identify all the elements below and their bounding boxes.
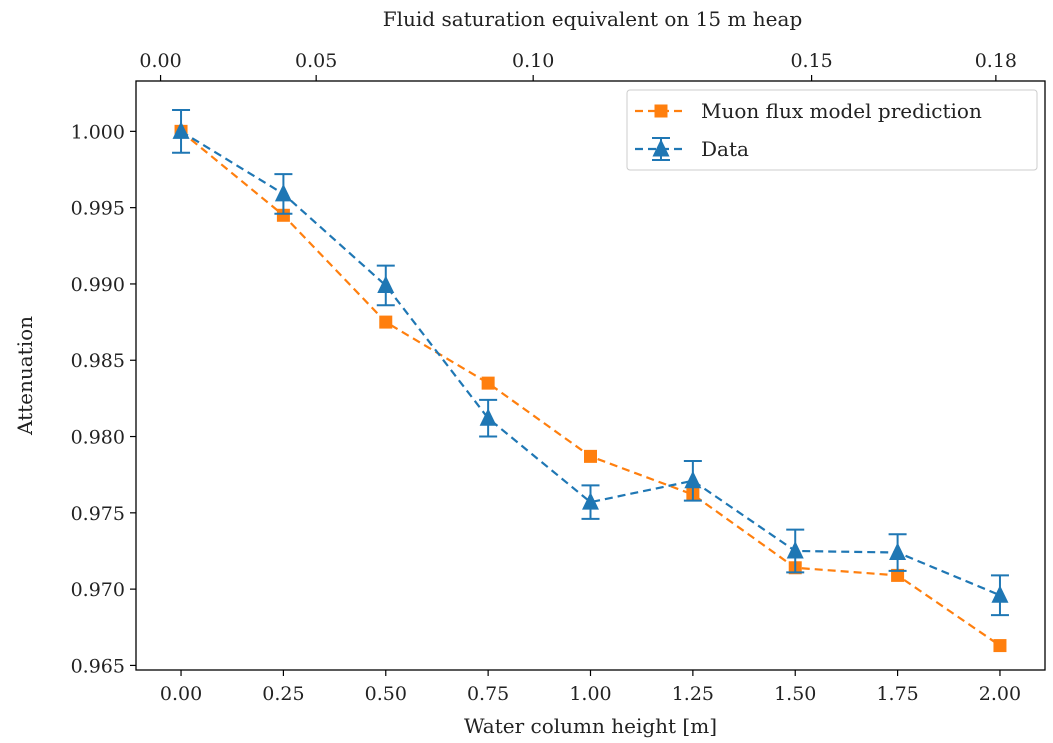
data-point xyxy=(582,492,599,510)
data-point xyxy=(584,449,597,463)
y-tick-label: 0.965 xyxy=(71,655,125,677)
data-point xyxy=(377,275,395,293)
legend-marker xyxy=(652,139,670,157)
data-point xyxy=(786,540,804,559)
x-tick-label: 0.75 xyxy=(467,683,509,705)
legend-label: Muon flux model prediction xyxy=(701,99,982,123)
y-axis-label: Attenuation xyxy=(13,316,37,436)
series-line xyxy=(180,130,1001,647)
series-line xyxy=(180,130,1001,597)
data-point xyxy=(889,542,907,561)
top-x-tick-label: 0.18 xyxy=(975,50,1017,72)
data-point xyxy=(891,568,905,582)
y-tick-label: 0.970 xyxy=(71,579,125,601)
y-tick-label: 0.990 xyxy=(71,274,125,296)
top-x-tick-label: 0.15 xyxy=(790,50,832,72)
series-data xyxy=(172,108,1009,617)
y-tick-label: 0.985 xyxy=(71,350,125,372)
data-point xyxy=(276,208,290,222)
series-model-prediction xyxy=(174,124,1007,653)
y-tick-label: 0.975 xyxy=(71,503,125,525)
x-tick-label: 1.50 xyxy=(774,683,816,705)
legend-entry: Data xyxy=(635,137,749,161)
x-tick-label: 1.75 xyxy=(876,683,918,705)
axes: 0.00 0.25 0.50 0.75 1.00 1.25 1.50 1.75 2.00 0.00… xyxy=(71,50,1022,705)
x-tick-label: 0.25 xyxy=(262,683,304,705)
data-point xyxy=(172,121,190,139)
x-axis-label: Water column height [m] xyxy=(464,714,717,738)
legend-marker xyxy=(654,104,668,118)
x-tick-label: 1.25 xyxy=(672,683,714,705)
legend-entry: Muon flux model prediction xyxy=(635,99,982,123)
x-tick-label: 2.00 xyxy=(979,683,1021,705)
top-x-axis-label: Fluid saturation equivalent on 15 m heap xyxy=(383,7,803,31)
data-point xyxy=(684,470,702,489)
top-x-tick-label: 0.00 xyxy=(139,50,181,72)
data-point xyxy=(479,408,497,426)
legend-label: Data xyxy=(701,137,749,161)
data-point xyxy=(481,376,495,390)
data-point xyxy=(274,183,292,202)
x-tick-label: 0.00 xyxy=(160,683,202,705)
y-tick-label: 0.980 xyxy=(71,427,125,449)
x-tick-label: 0.50 xyxy=(365,683,407,705)
y-tick-label: 0.995 xyxy=(71,198,125,220)
legend: Muon flux model prediction Data xyxy=(626,89,1038,171)
plot-marks xyxy=(172,108,1009,653)
top-x-tick-label: 0.05 xyxy=(295,50,337,72)
data-point xyxy=(993,639,1007,653)
data-point xyxy=(991,585,1009,603)
x-tick-label: 1.00 xyxy=(569,683,611,705)
y-tick-label: 1.000 xyxy=(71,121,125,143)
data-point xyxy=(379,315,393,329)
top-x-tick-label: 0.10 xyxy=(512,50,554,72)
legend-box xyxy=(626,89,1038,171)
